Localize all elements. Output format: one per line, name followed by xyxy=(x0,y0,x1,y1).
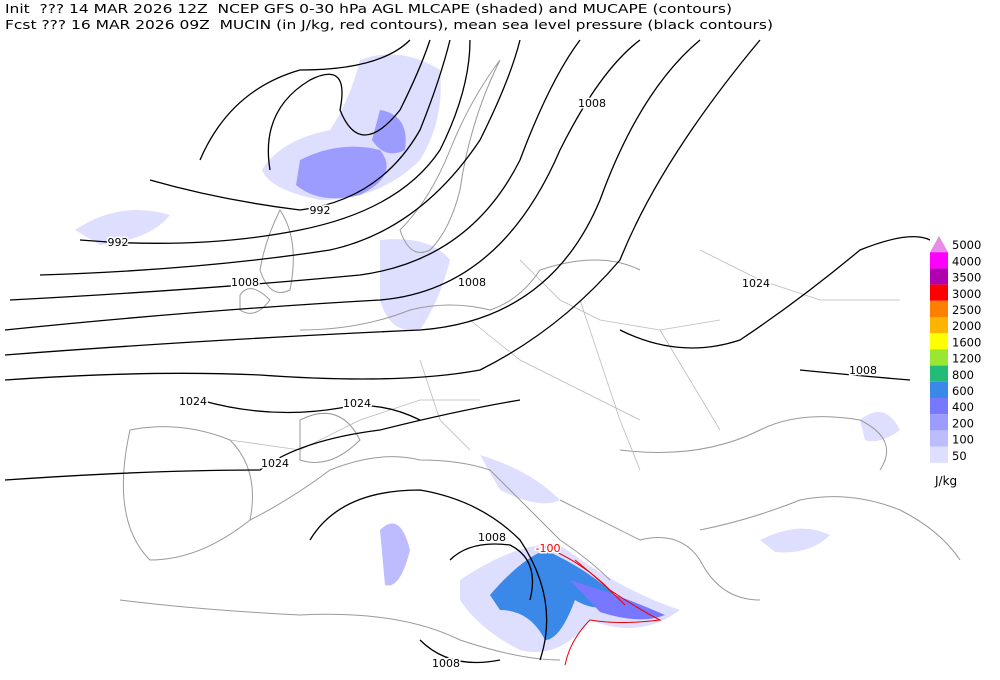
legend-label: 600 xyxy=(952,384,974,398)
legend-swatch xyxy=(930,446,948,463)
contour-label: -100 xyxy=(536,542,561,555)
legend-swatch xyxy=(930,252,948,269)
legend-label: 3500 xyxy=(952,271,981,285)
contour-label: 1024 xyxy=(742,277,770,290)
contour-label: 1008 xyxy=(432,657,460,670)
contour-label: 1008 xyxy=(849,364,877,377)
contour-label: 1008 xyxy=(231,276,259,289)
contour-label: 1024 xyxy=(261,457,289,470)
contour-label: 1024 xyxy=(343,397,371,410)
legend-swatch xyxy=(930,414,948,431)
legend-swatch xyxy=(930,333,948,350)
legend-swatch xyxy=(930,430,948,447)
header-line: Fcst ??? 16 MAR 2026 09Z MUCIN (in J/kg,… xyxy=(5,18,773,32)
legend-label: 1200 xyxy=(952,352,981,366)
legend-swatch xyxy=(930,236,948,253)
legend-label: 800 xyxy=(952,368,974,382)
contour-label: 1024 xyxy=(179,395,207,408)
legend-label: 100 xyxy=(952,433,974,447)
legend-swatch xyxy=(930,398,948,415)
contour-label: 1008 xyxy=(458,276,486,289)
legend-unit: J/kg xyxy=(934,474,957,488)
legend-label: 3000 xyxy=(952,287,981,301)
legend-label: 1600 xyxy=(952,335,981,349)
legend-label: 2000 xyxy=(952,319,981,333)
legend: J/kg 5000 4000 3500 3000 2500 2000 1600 1200 800… xyxy=(930,236,981,488)
legend-swatch xyxy=(930,300,948,317)
contour-label: 1008 xyxy=(578,97,606,110)
legend-label: 5000 xyxy=(952,238,981,252)
legend-swatch xyxy=(930,317,948,334)
cin-contours xyxy=(539,544,662,666)
contour-label: 992 xyxy=(108,236,129,249)
header-line: Init ??? 14 MAR 2026 12Z NCEP GFS 0-30 h… xyxy=(5,2,732,16)
legend-label: 200 xyxy=(952,416,974,430)
legend-label: 50 xyxy=(952,449,967,463)
legend-swatch xyxy=(930,381,948,398)
header: Init ??? 14 MAR 2026 12Z NCEP GFS 0-30 h… xyxy=(5,2,773,32)
legend-swatch xyxy=(930,365,948,382)
contour-labels: 992 992 1008 1008 1008 1024 1008 1024 1024 1024 10… xyxy=(106,96,879,672)
legend-swatch xyxy=(930,268,948,285)
legend-swatch xyxy=(930,284,948,301)
cape-shading xyxy=(75,54,900,652)
contour-label: 1008 xyxy=(478,531,506,544)
coastlines xyxy=(119,59,961,661)
legend-swatch xyxy=(930,349,948,366)
legend-label: 4000 xyxy=(952,254,981,268)
isobars xyxy=(4,39,931,664)
contour-label: 992 xyxy=(310,204,331,217)
borders xyxy=(229,249,900,471)
legend-label: 2500 xyxy=(952,303,981,317)
legend-label: 400 xyxy=(952,400,974,414)
